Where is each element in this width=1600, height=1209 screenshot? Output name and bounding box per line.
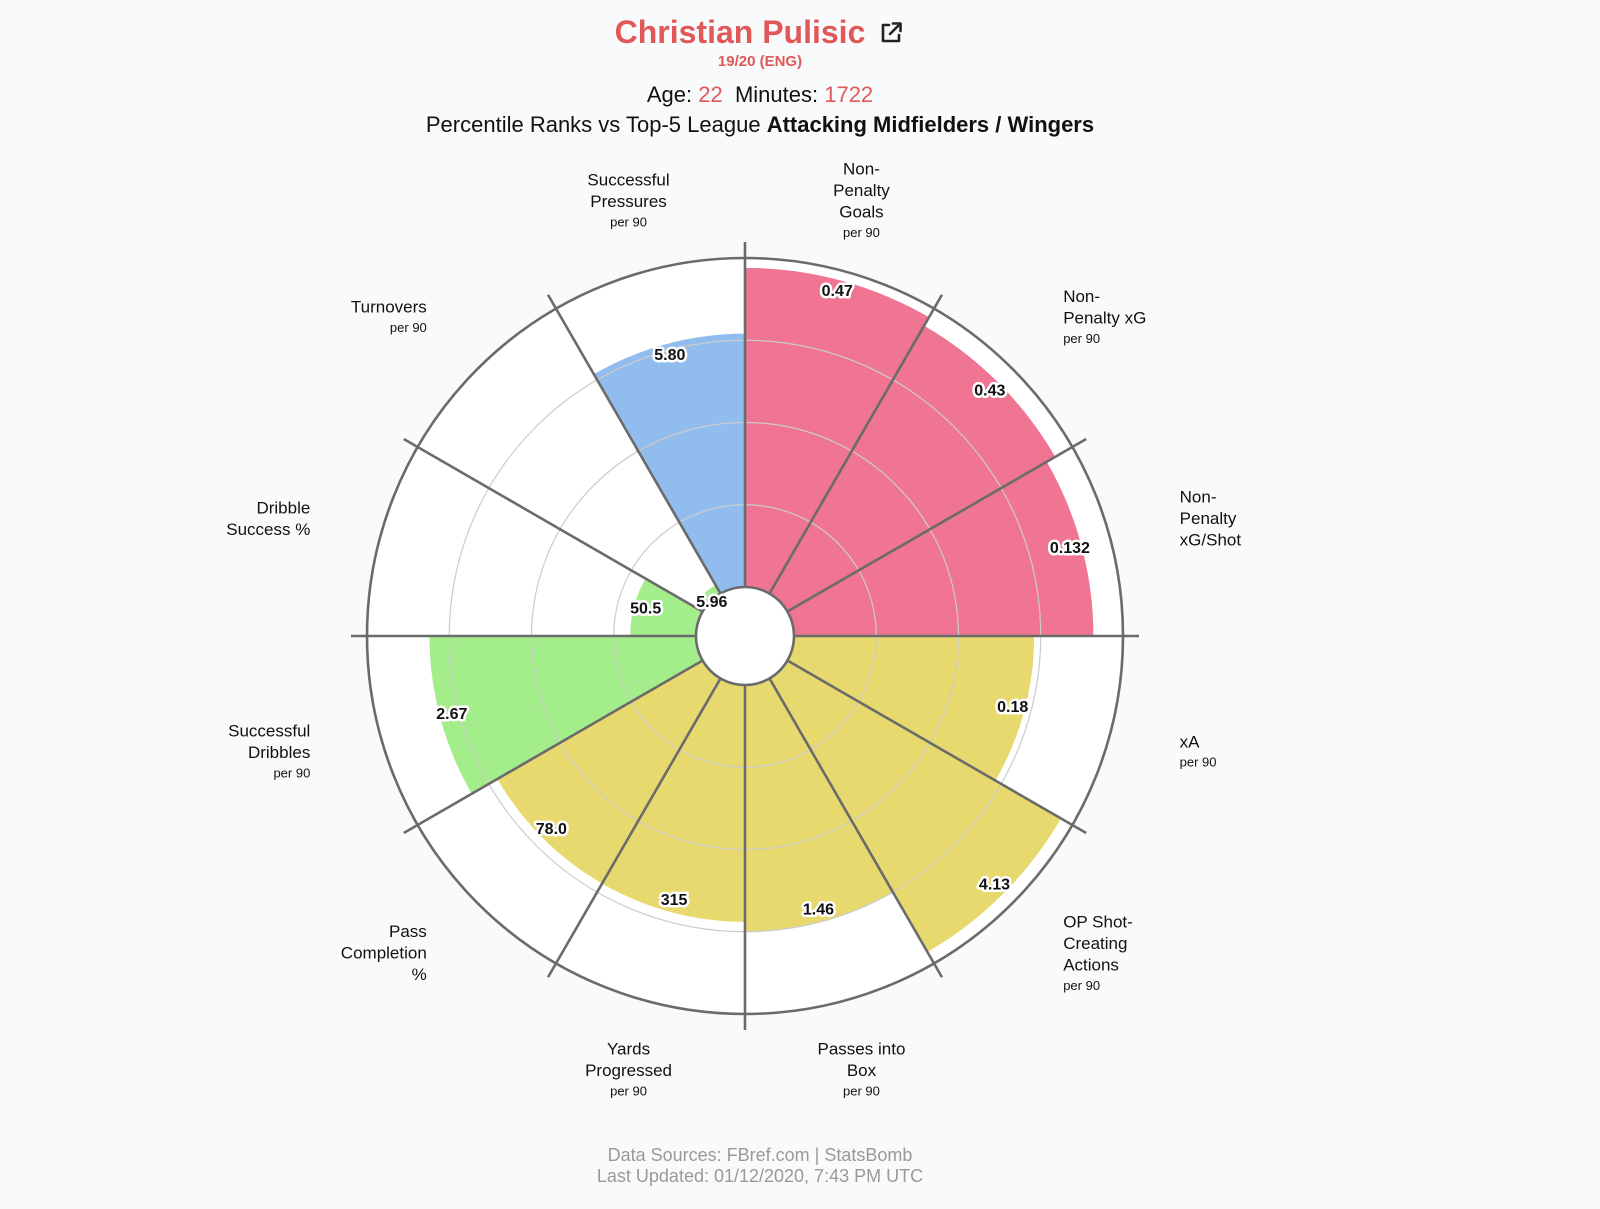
spoke-line xyxy=(403,437,704,613)
minutes-label: Minutes: xyxy=(734,82,819,107)
spoke-line xyxy=(546,294,722,595)
title-row: Christian Pulisic xyxy=(615,14,906,51)
category-unit: per 90 xyxy=(273,765,310,780)
bar-op-shot-creating-actions[interactable] xyxy=(769,660,1061,952)
bar-non-penalty-xg[interactable] xyxy=(769,325,1056,612)
last-updated: Last Updated: 01/12/2020, 7:43 PM UTC xyxy=(596,1166,924,1186)
category-name: Actions xyxy=(1063,956,1119,975)
spoke-line xyxy=(768,677,944,978)
category-name: Box xyxy=(847,1061,877,1080)
value-label: 5.96 xyxy=(696,594,727,611)
bar-pass-completion[interactable] xyxy=(497,660,721,884)
category-name: Turnovers xyxy=(351,298,427,317)
category-name: Creating xyxy=(1063,934,1127,953)
external-link-icon[interactable] xyxy=(877,19,905,47)
season-label: 19/20 (ENG) xyxy=(717,53,803,70)
category-unit: per 90 xyxy=(1063,978,1100,993)
value-label: 50.5 xyxy=(630,601,661,618)
value-label: 4.13 xyxy=(979,877,1010,894)
spoke-line xyxy=(786,659,1087,835)
spoke-line xyxy=(403,659,704,835)
category-name: Pass xyxy=(389,922,427,941)
category-label: Successful Dribbles per 90 xyxy=(228,722,310,781)
category-unit: per 90 xyxy=(610,214,647,229)
category-unit: per 90 xyxy=(390,320,427,335)
category-name: Successful xyxy=(587,170,669,189)
category-unit: per 90 xyxy=(843,1084,880,1099)
category-label: OP Shot- Creating Actions per 90 xyxy=(1063,913,1133,993)
bar-yards-progressed[interactable] xyxy=(602,678,745,922)
category-name: Penalty xyxy=(1180,509,1237,528)
chart-header: Christian Pulisic 19/20 (ENG) Age: 22 Mi… xyxy=(0,14,1520,138)
category-name: Progressed xyxy=(585,1061,672,1080)
value-label: 78.0 xyxy=(536,821,567,838)
category-unit: per 90 xyxy=(610,1084,647,1099)
category-label: Turnovers per 90 xyxy=(351,298,427,335)
category-name: Passes into xyxy=(818,1040,906,1059)
category-name: Non- xyxy=(1180,488,1217,507)
category-label: Non- Penalty Goals per 90 xyxy=(833,160,890,240)
spoke-line xyxy=(768,294,944,595)
category-label: Dribble Success % xyxy=(226,498,310,539)
category-unit: per 90 xyxy=(1063,331,1100,346)
category-label: Successful Pressures per 90 xyxy=(587,170,669,229)
category-name: xG/Shot xyxy=(1180,531,1242,550)
bar-successful-dribbles[interactable] xyxy=(429,636,703,794)
category-unit: per 90 xyxy=(1180,755,1217,770)
category-name: Penalty xG xyxy=(1063,308,1146,327)
value-label: 1.46 xyxy=(803,901,834,918)
category-name: Goals xyxy=(839,203,883,222)
category-name: Yards xyxy=(607,1040,650,1059)
subtitle-prefix: Percentile Ranks vs Top-5 League xyxy=(425,112,761,137)
value-label: 0.18 xyxy=(997,699,1028,716)
comparison-subtitle: Percentile Ranks vs Top-5 League Attacki… xyxy=(0,112,1520,138)
category-label: Non- Penalty xG per 90 xyxy=(1063,287,1146,346)
bar-successful-pressures[interactable] xyxy=(593,333,745,594)
category-name: Penalty xyxy=(833,181,890,200)
category-name: Dribble xyxy=(256,498,310,517)
category-name: Non- xyxy=(1063,287,1100,306)
category-label: Pass Completion% xyxy=(341,922,427,984)
data-sources: Data Sources: FBref.com | StatsBomb xyxy=(607,1145,913,1165)
age-label: Age: xyxy=(646,82,693,107)
category-name: Non- xyxy=(843,160,880,179)
value-label: 0.47 xyxy=(822,283,853,300)
center-hole xyxy=(694,585,796,687)
value-label: 0.132 xyxy=(1050,540,1090,557)
category-name: Success % xyxy=(226,520,310,539)
player-name: Christian Pulisic xyxy=(614,14,866,50)
value-label: 2.67 xyxy=(436,706,467,723)
value-label: 0.43 xyxy=(974,382,1005,399)
spoke-line xyxy=(786,437,1087,613)
category-name: xA xyxy=(1180,732,1201,751)
chart-footer: Data Sources: FBref.com | StatsBomb Last… xyxy=(0,1145,1520,1187)
category-label: Non- Penalty xG/Shot xyxy=(1180,488,1242,550)
value-label: 315 xyxy=(661,892,688,909)
age-value: 22 xyxy=(698,82,723,107)
category-label: Yards Progressed per 90 xyxy=(585,1040,672,1099)
category-name: Successful xyxy=(228,722,310,741)
bar-non-penalty-goals[interactable] xyxy=(745,267,930,594)
category-name: Completion xyxy=(341,944,427,963)
spoke-line xyxy=(546,677,722,978)
comparison-group: Attacking Midfielders / Wingers xyxy=(766,112,1095,137)
category-name: % xyxy=(412,965,427,984)
category-name: Pressures xyxy=(590,192,667,211)
bar-turnovers[interactable] xyxy=(694,585,721,612)
player-info: Age: 22 Minutes: 1722 xyxy=(0,82,1520,108)
category-unit: per 90 xyxy=(843,225,880,240)
bar-xa[interactable] xyxy=(787,636,1035,781)
minutes-value: 1722 xyxy=(824,82,874,107)
category-name: OP Shot- xyxy=(1063,913,1133,932)
bar-passes-into-box[interactable] xyxy=(745,678,893,932)
bar-dribble-success[interactable] xyxy=(630,578,703,636)
category-name: Dribbles xyxy=(248,743,310,762)
category-label: xA per 90 xyxy=(1180,732,1217,769)
category-label: Passes into Box per 90 xyxy=(818,1040,906,1099)
value-label: 5.80 xyxy=(654,347,685,364)
